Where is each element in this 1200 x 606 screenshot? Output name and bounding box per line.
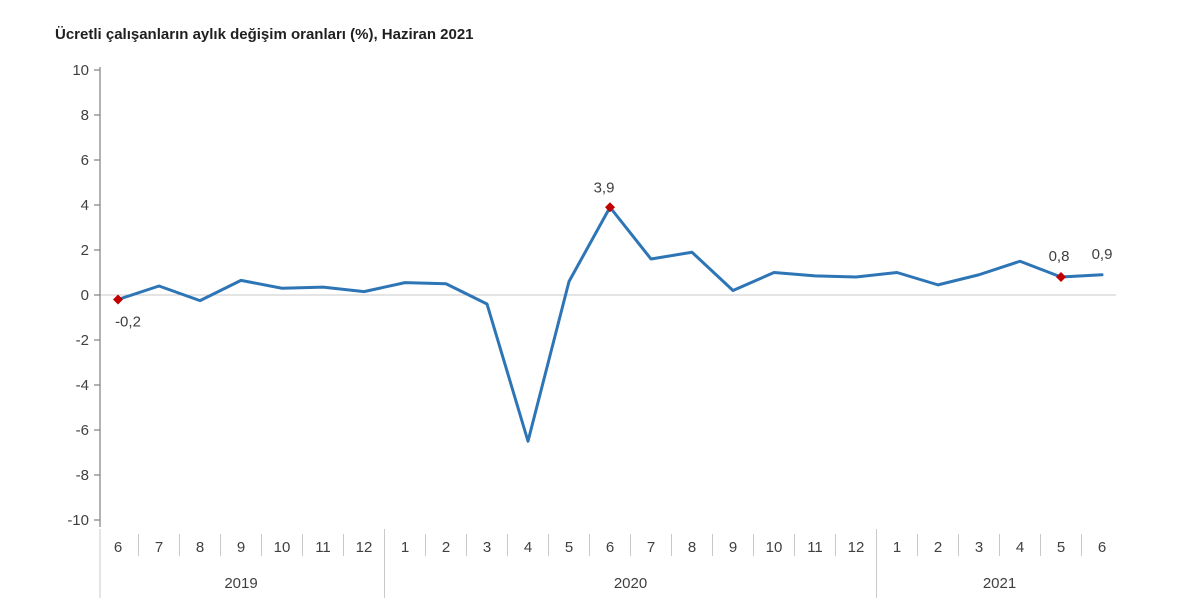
x-tick-label: 7	[155, 539, 163, 556]
year-label: 2021	[983, 575, 1016, 592]
y-tick-label: -4	[76, 377, 89, 394]
x-tick-label: 4	[1016, 539, 1024, 556]
x-tick-label: 5	[1057, 539, 1065, 556]
y-tick-label: 10	[72, 62, 89, 79]
y-tick-label: 0	[81, 287, 89, 304]
x-tick-label: 9	[729, 539, 737, 556]
marker-diamond	[1056, 272, 1066, 282]
x-tick-label: 6	[1098, 539, 1106, 556]
x-tick-label: 6	[606, 539, 614, 556]
x-tick-label: 4	[524, 539, 532, 556]
x-tick-label: 2	[442, 539, 450, 556]
data-label: -0,2	[115, 314, 141, 331]
x-tick-label: 10	[766, 539, 783, 556]
x-tick-label: 9	[237, 539, 245, 556]
series-line	[116, 205, 1104, 443]
year-label: 2019	[224, 575, 257, 592]
x-tick-label: 5	[565, 539, 573, 556]
x-tick-label: 8	[688, 539, 696, 556]
y-tick-label: 4	[81, 197, 89, 214]
y-tick-label: 8	[81, 107, 89, 124]
x-tick-label: 8	[196, 539, 204, 556]
data-label: 0,9	[1092, 246, 1113, 263]
data-label: 3,9	[594, 179, 615, 196]
marker-diamond	[605, 202, 615, 213]
x-tick-label: 12	[356, 539, 373, 556]
x-tick-label: 10	[274, 539, 291, 556]
x-tick-label: 1	[893, 539, 901, 556]
marker-diamond	[113, 294, 123, 305]
chart-title: Ücretli çalışanların aylık değişim oranl…	[55, 26, 474, 43]
y-tick-label: -10	[67, 512, 89, 529]
x-tick-label: 3	[975, 539, 983, 556]
y-tick-label: -6	[76, 422, 89, 439]
y-tick-label: -2	[76, 332, 89, 349]
x-tick-label: 6	[114, 539, 122, 556]
x-tick-label: 11	[315, 539, 331, 556]
x-tick-label: 7	[647, 539, 655, 556]
y-tick-label: 6	[81, 152, 89, 169]
y-tick-label: 2	[81, 242, 89, 259]
x-tick-label: 12	[848, 539, 865, 556]
y-tick-label: -8	[76, 467, 89, 484]
x-tick-label: 2	[934, 539, 942, 556]
x-tick-label: 3	[483, 539, 491, 556]
year-label: 2020	[614, 575, 647, 592]
x-tick-label: 11	[807, 539, 823, 556]
x-tick-label: 1	[401, 539, 409, 556]
data-label: 0,8	[1049, 248, 1070, 265]
